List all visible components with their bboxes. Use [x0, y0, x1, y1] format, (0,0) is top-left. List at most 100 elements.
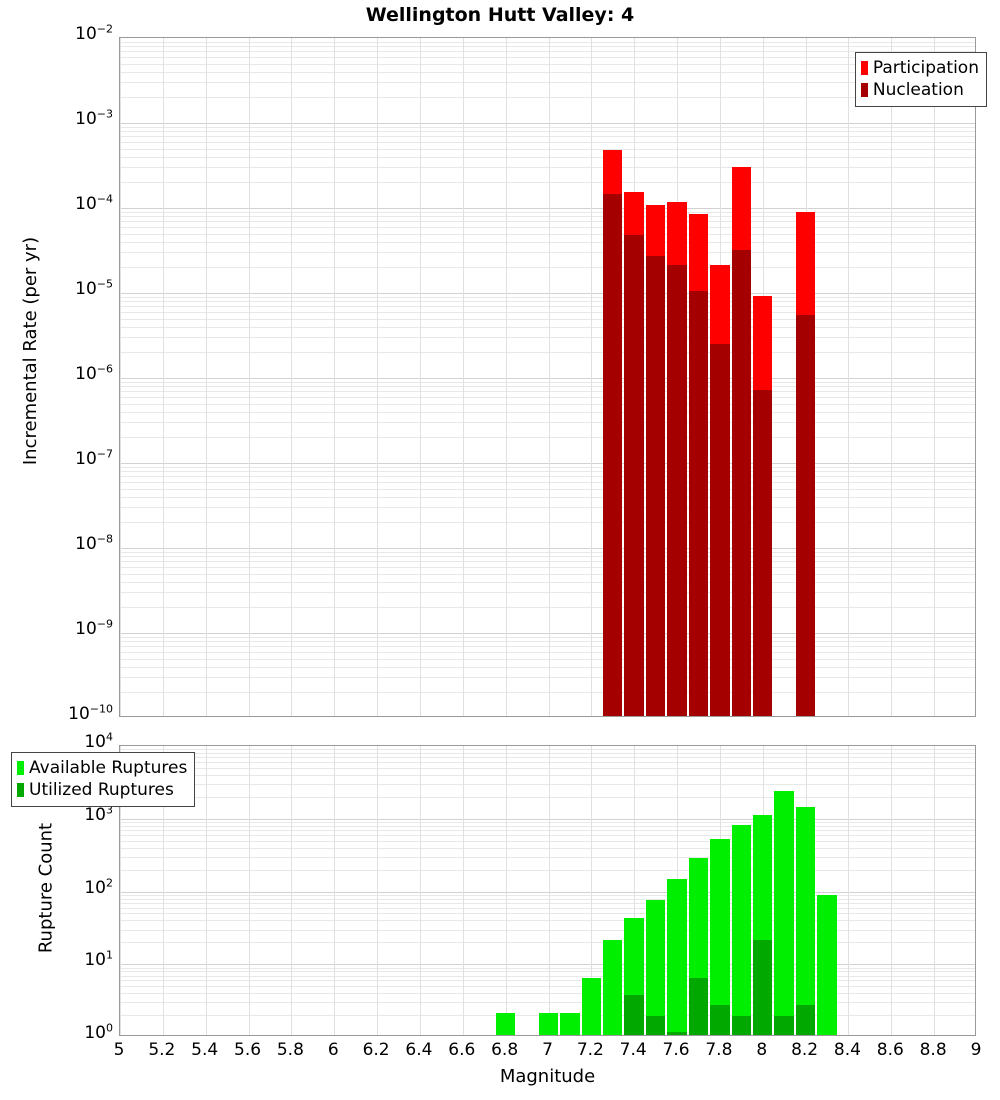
bar-group[interactable] [710, 38, 730, 716]
y-axis-tick-label: 102 [84, 875, 113, 898]
bar-group[interactable] [774, 746, 794, 1035]
gridline-h [120, 82, 975, 84]
x-axis-tick-label: 6.2 [362, 1040, 390, 1060]
y-axis-tick-label: 10−3 [75, 107, 113, 129]
bar-group[interactable] [603, 746, 623, 1035]
y-axis-tick-label: 10−10 [68, 702, 113, 724]
gridline-h [120, 551, 975, 553]
bar-segment-available [731, 825, 752, 1035]
bar-group[interactable] [667, 746, 687, 1035]
x-axis-tick-label: 7.4 [619, 1040, 647, 1060]
bar-group[interactable] [753, 38, 773, 716]
gridline-h [120, 920, 975, 922]
bar-group[interactable] [603, 38, 623, 716]
legend-label-nucleation: Nucleation [872, 80, 964, 100]
bar-group[interactable] [817, 746, 837, 1035]
gridline-h [120, 967, 975, 969]
x-axis-tick-label: 5.8 [276, 1040, 304, 1060]
gridline-h [120, 651, 975, 653]
bar-group[interactable] [795, 38, 816, 716]
bar-group[interactable] [688, 746, 709, 1035]
gridline-v [891, 38, 893, 716]
gridline-h [120, 386, 975, 388]
utilized-ruptures-swatch-icon [17, 783, 24, 797]
bar-group[interactable] [624, 746, 644, 1035]
gridline-h [120, 749, 975, 751]
gridline-h [120, 403, 975, 405]
legend-item-nucleation[interactable]: Nucleation [860, 79, 979, 101]
gridline-h [120, 296, 975, 298]
gridline-h [120, 466, 975, 468]
x-axis-tick-label: 8.2 [791, 1040, 819, 1060]
bar-group[interactable] [581, 746, 602, 1035]
bar-group[interactable] [560, 746, 580, 1035]
x-axis-tick-label: 5.6 [234, 1040, 262, 1060]
gridline-h [120, 767, 975, 769]
top-legend: Participation Nucleation [854, 52, 987, 107]
bar-group[interactable] [731, 38, 752, 716]
y-axis-tick-label: 10−5 [75, 277, 113, 299]
y-axis-tick-label: 10−4 [75, 192, 113, 214]
bar-group[interactable] [645, 746, 666, 1035]
bar-group[interactable] [688, 38, 709, 716]
gridline-h [120, 894, 975, 896]
x-axis-tick-label: 7 [542, 1040, 553, 1060]
legend-item-available-ruptures[interactable]: Available Ruptures [17, 757, 187, 779]
gridline-v [591, 746, 593, 1035]
bar-group[interactable] [710, 746, 730, 1035]
gridline-h [120, 352, 975, 354]
bar-group[interactable] [795, 746, 816, 1035]
gridline-h [120, 97, 975, 99]
gridline-h [120, 975, 975, 977]
bar-group[interactable] [753, 746, 773, 1035]
gridline-v [934, 38, 936, 716]
legend-label-utilized-ruptures: Utilized Ruptures [29, 780, 174, 800]
gridline-h [120, 658, 975, 660]
legend-item-participation[interactable]: Participation [860, 57, 979, 79]
gridline-h [120, 411, 975, 413]
gridline-h [120, 566, 975, 568]
gridline-h [120, 753, 975, 755]
gridline-h [120, 318, 975, 320]
legend-item-utilized-ruptures[interactable]: Utilized Ruptures [17, 779, 187, 801]
gridline-h [120, 216, 975, 218]
gridline-h [120, 241, 975, 243]
gridline-h [120, 636, 975, 638]
gridline-h [120, 993, 975, 995]
gridline-h [120, 548, 975, 549]
gridline-v [462, 746, 464, 1035]
gridline-h [120, 633, 975, 634]
gridline-h [120, 856, 975, 858]
bar-group[interactable] [645, 38, 666, 716]
gridline-h [120, 141, 975, 143]
gridline-v [334, 746, 336, 1035]
gridline-h [120, 913, 975, 915]
bar-group[interactable] [495, 746, 516, 1035]
x-axis-tick-label: 5 [113, 1040, 125, 1060]
bar-group[interactable] [624, 38, 644, 716]
bar-segment-nucleation [688, 291, 709, 716]
bar-segment-nucleation [710, 343, 730, 716]
gridline-h [120, 507, 975, 509]
x-axis-tick-label: 6.8 [491, 1040, 519, 1060]
gridline-h [120, 522, 975, 524]
gridline-v [120, 746, 121, 1035]
gridline-v [205, 746, 207, 1035]
gridline-h [120, 556, 975, 558]
bar-segment-available [817, 894, 837, 1035]
page-title: Wellington Hutt Valley: 4 [365, 4, 635, 26]
bar-group[interactable] [538, 746, 559, 1035]
gridline-h [120, 471, 975, 473]
gridline-v [419, 38, 421, 716]
gridline-h [120, 182, 975, 184]
bar-group[interactable] [667, 38, 687, 716]
rupture-count-plot [119, 745, 976, 1036]
bar-group[interactable] [731, 746, 752, 1035]
gridline-h [120, 167, 975, 169]
bar-segment-nucleation [795, 315, 816, 716]
bar-segment-available [560, 1013, 580, 1035]
bar-segment-utilized [645, 1016, 666, 1035]
gridline-h [120, 986, 975, 988]
gridline-h [120, 891, 975, 893]
